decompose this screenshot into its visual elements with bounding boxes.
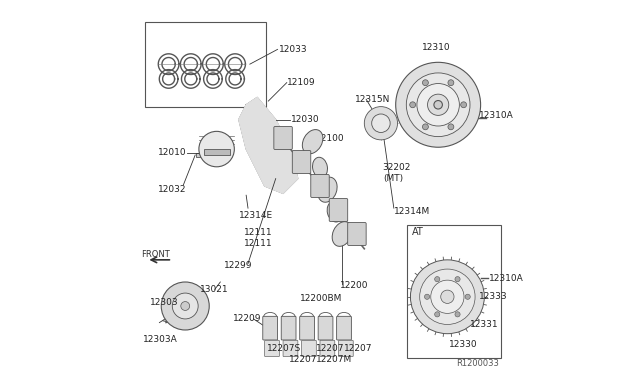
Text: 12109: 12109 (287, 78, 316, 87)
Circle shape (441, 290, 454, 304)
Circle shape (448, 124, 454, 130)
Text: 12032: 12032 (157, 185, 186, 194)
Circle shape (435, 277, 440, 282)
Circle shape (417, 84, 460, 126)
Text: 32202: 32202 (383, 163, 411, 172)
Circle shape (406, 73, 470, 137)
Circle shape (396, 62, 481, 147)
FancyBboxPatch shape (263, 316, 278, 340)
Text: 12310: 12310 (422, 43, 450, 52)
Text: 12200BM: 12200BM (300, 294, 342, 303)
FancyBboxPatch shape (320, 340, 335, 357)
Text: 12100: 12100 (316, 134, 345, 142)
Text: 12207S: 12207S (266, 344, 301, 353)
FancyBboxPatch shape (311, 174, 329, 198)
Circle shape (181, 302, 189, 310)
Text: 12207: 12207 (316, 344, 345, 353)
Text: 12310A: 12310A (479, 110, 514, 120)
Circle shape (161, 282, 209, 330)
Text: 12207M: 12207M (316, 355, 353, 364)
Circle shape (422, 124, 428, 130)
Text: 12299: 12299 (224, 261, 253, 270)
Circle shape (410, 260, 484, 334)
Circle shape (448, 80, 454, 86)
Ellipse shape (302, 129, 323, 154)
Text: 12333: 12333 (479, 292, 508, 301)
FancyBboxPatch shape (339, 340, 353, 357)
Circle shape (455, 312, 460, 317)
Text: 12310A: 12310A (489, 274, 524, 283)
Text: 12209: 12209 (233, 314, 262, 323)
Circle shape (199, 131, 234, 167)
Text: FRONT: FRONT (141, 250, 170, 259)
Circle shape (172, 293, 198, 319)
FancyBboxPatch shape (318, 316, 333, 340)
FancyBboxPatch shape (145, 22, 266, 107)
Text: 12111: 12111 (244, 228, 273, 237)
Circle shape (434, 100, 442, 109)
Text: 12111: 12111 (244, 239, 273, 248)
Circle shape (435, 312, 440, 317)
Text: 12303: 12303 (150, 298, 179, 307)
Text: 12010: 12010 (157, 148, 186, 157)
Text: (MT): (MT) (383, 174, 403, 183)
Bar (204, 149, 230, 155)
FancyBboxPatch shape (264, 340, 280, 357)
Text: 12033: 12033 (280, 45, 308, 54)
FancyBboxPatch shape (300, 316, 314, 340)
Text: 12200: 12200 (340, 281, 369, 290)
Text: 12314M: 12314M (394, 207, 430, 217)
Text: 12330: 12330 (449, 340, 478, 349)
FancyBboxPatch shape (274, 126, 292, 150)
Polygon shape (239, 97, 298, 193)
FancyBboxPatch shape (283, 340, 298, 357)
Circle shape (410, 102, 415, 108)
Ellipse shape (327, 202, 342, 222)
Bar (196, 153, 205, 157)
Text: 12030: 12030 (291, 115, 319, 124)
Text: 12315N: 12315N (355, 95, 390, 104)
Circle shape (431, 280, 464, 313)
Text: 13021: 13021 (200, 285, 228, 294)
FancyBboxPatch shape (348, 222, 366, 246)
Circle shape (428, 94, 449, 115)
Circle shape (422, 80, 428, 86)
Ellipse shape (312, 157, 328, 178)
Circle shape (364, 107, 397, 140)
Circle shape (372, 114, 390, 132)
Text: 12207: 12207 (344, 344, 372, 353)
Circle shape (424, 294, 429, 299)
Ellipse shape (317, 177, 337, 202)
Circle shape (455, 277, 460, 282)
Circle shape (420, 269, 475, 324)
Text: AT: AT (412, 227, 423, 237)
FancyBboxPatch shape (407, 225, 501, 358)
Circle shape (461, 102, 467, 108)
Circle shape (465, 294, 470, 299)
FancyBboxPatch shape (281, 316, 296, 340)
Ellipse shape (332, 222, 352, 246)
Text: R1200033: R1200033 (456, 359, 499, 368)
Text: 12314E: 12314E (239, 211, 273, 220)
Text: 12207: 12207 (289, 355, 317, 364)
FancyBboxPatch shape (292, 151, 311, 173)
FancyBboxPatch shape (329, 199, 348, 221)
Text: 12331: 12331 (470, 320, 498, 329)
Text: 12303A: 12303A (143, 335, 177, 344)
FancyBboxPatch shape (337, 316, 351, 340)
FancyBboxPatch shape (301, 340, 316, 357)
